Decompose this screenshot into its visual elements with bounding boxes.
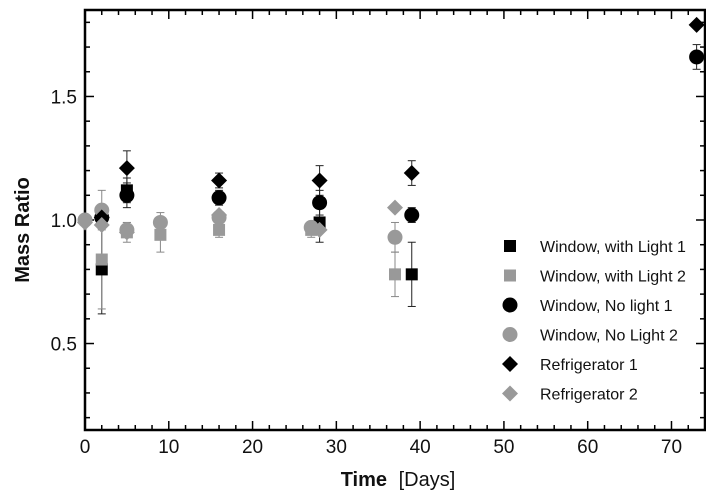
legend-item: Window, No light 1 bbox=[502, 297, 673, 315]
legend-label: Window, with Light 2 bbox=[540, 269, 686, 286]
legend-item: Window, with Light 2 bbox=[504, 269, 686, 286]
x-tick-label: 60 bbox=[577, 437, 598, 458]
legend-marker bbox=[504, 240, 516, 252]
y-tick-label: 1.0 bbox=[51, 211, 77, 232]
data-point bbox=[403, 165, 420, 182]
data-point bbox=[405, 268, 418, 281]
data-point bbox=[95, 263, 108, 276]
data-point bbox=[213, 223, 226, 236]
data-point bbox=[118, 224, 135, 241]
legend: Window, with Light 1 Window, with Light 2… bbox=[502, 239, 686, 404]
data-point bbox=[211, 207, 228, 224]
x-tick-label: 0 bbox=[80, 437, 91, 458]
data-point bbox=[404, 207, 420, 223]
data-point bbox=[211, 190, 227, 206]
data-point bbox=[77, 214, 93, 231]
legend-item: Refrigerator 1 bbox=[502, 356, 638, 374]
data-point bbox=[688, 16, 705, 33]
legend-label: Refrigerator 2 bbox=[540, 387, 638, 404]
y-tick-label: 0.5 bbox=[51, 335, 77, 356]
legend-item: Window, No Light 2 bbox=[502, 327, 678, 345]
data-point bbox=[119, 187, 135, 203]
legend-label: Window, No Light 2 bbox=[540, 328, 678, 345]
data-point bbox=[118, 160, 135, 177]
legend-label: Window, with Light 1 bbox=[540, 239, 686, 256]
legend-marker bbox=[502, 327, 518, 342]
data-point bbox=[211, 172, 228, 189]
x-axis-title-main: Time bbox=[341, 469, 387, 491]
data-point bbox=[387, 229, 403, 245]
x-tick-label: 20 bbox=[242, 437, 263, 458]
data-point bbox=[311, 221, 328, 238]
legend-label: Window, No light 1 bbox=[540, 298, 673, 315]
y-tick-label: 1.5 bbox=[51, 87, 77, 108]
legend-marker bbox=[502, 356, 518, 372]
data-point bbox=[95, 253, 108, 266]
data-points bbox=[77, 16, 705, 281]
axis-ticks bbox=[84, 10, 706, 430]
data-point bbox=[387, 199, 403, 216]
data-point bbox=[689, 49, 705, 65]
x-tick-label: 10 bbox=[158, 437, 179, 458]
legend-marker bbox=[502, 297, 518, 313]
data-point bbox=[389, 268, 401, 281]
x-tick-label: 50 bbox=[493, 437, 514, 458]
legend-label: Refrigerator 1 bbox=[540, 357, 638, 374]
x-axis-title: Time [Days] bbox=[341, 469, 456, 491]
legend-item: Window, with Light 1 bbox=[504, 239, 686, 256]
x-axis-title-unit: [Days] bbox=[399, 469, 456, 491]
data-point bbox=[93, 216, 110, 233]
axis-tick-labels: 0 10 20 30 40 50 60 70 0.5 1.0 1.5 bbox=[51, 87, 682, 458]
legend-item: Refrigerator 2 bbox=[502, 385, 638, 404]
y-axis-title: Mass Ratio bbox=[12, 177, 34, 283]
data-point bbox=[312, 195, 328, 211]
x-tick-label: 30 bbox=[326, 437, 347, 458]
data-point bbox=[311, 172, 328, 189]
data-point bbox=[152, 214, 168, 230]
x-tick-label: 40 bbox=[410, 437, 431, 458]
x-tick-label: 70 bbox=[661, 437, 682, 458]
data-point bbox=[154, 228, 167, 241]
legend-marker bbox=[504, 269, 516, 282]
legend-marker bbox=[502, 385, 518, 402]
